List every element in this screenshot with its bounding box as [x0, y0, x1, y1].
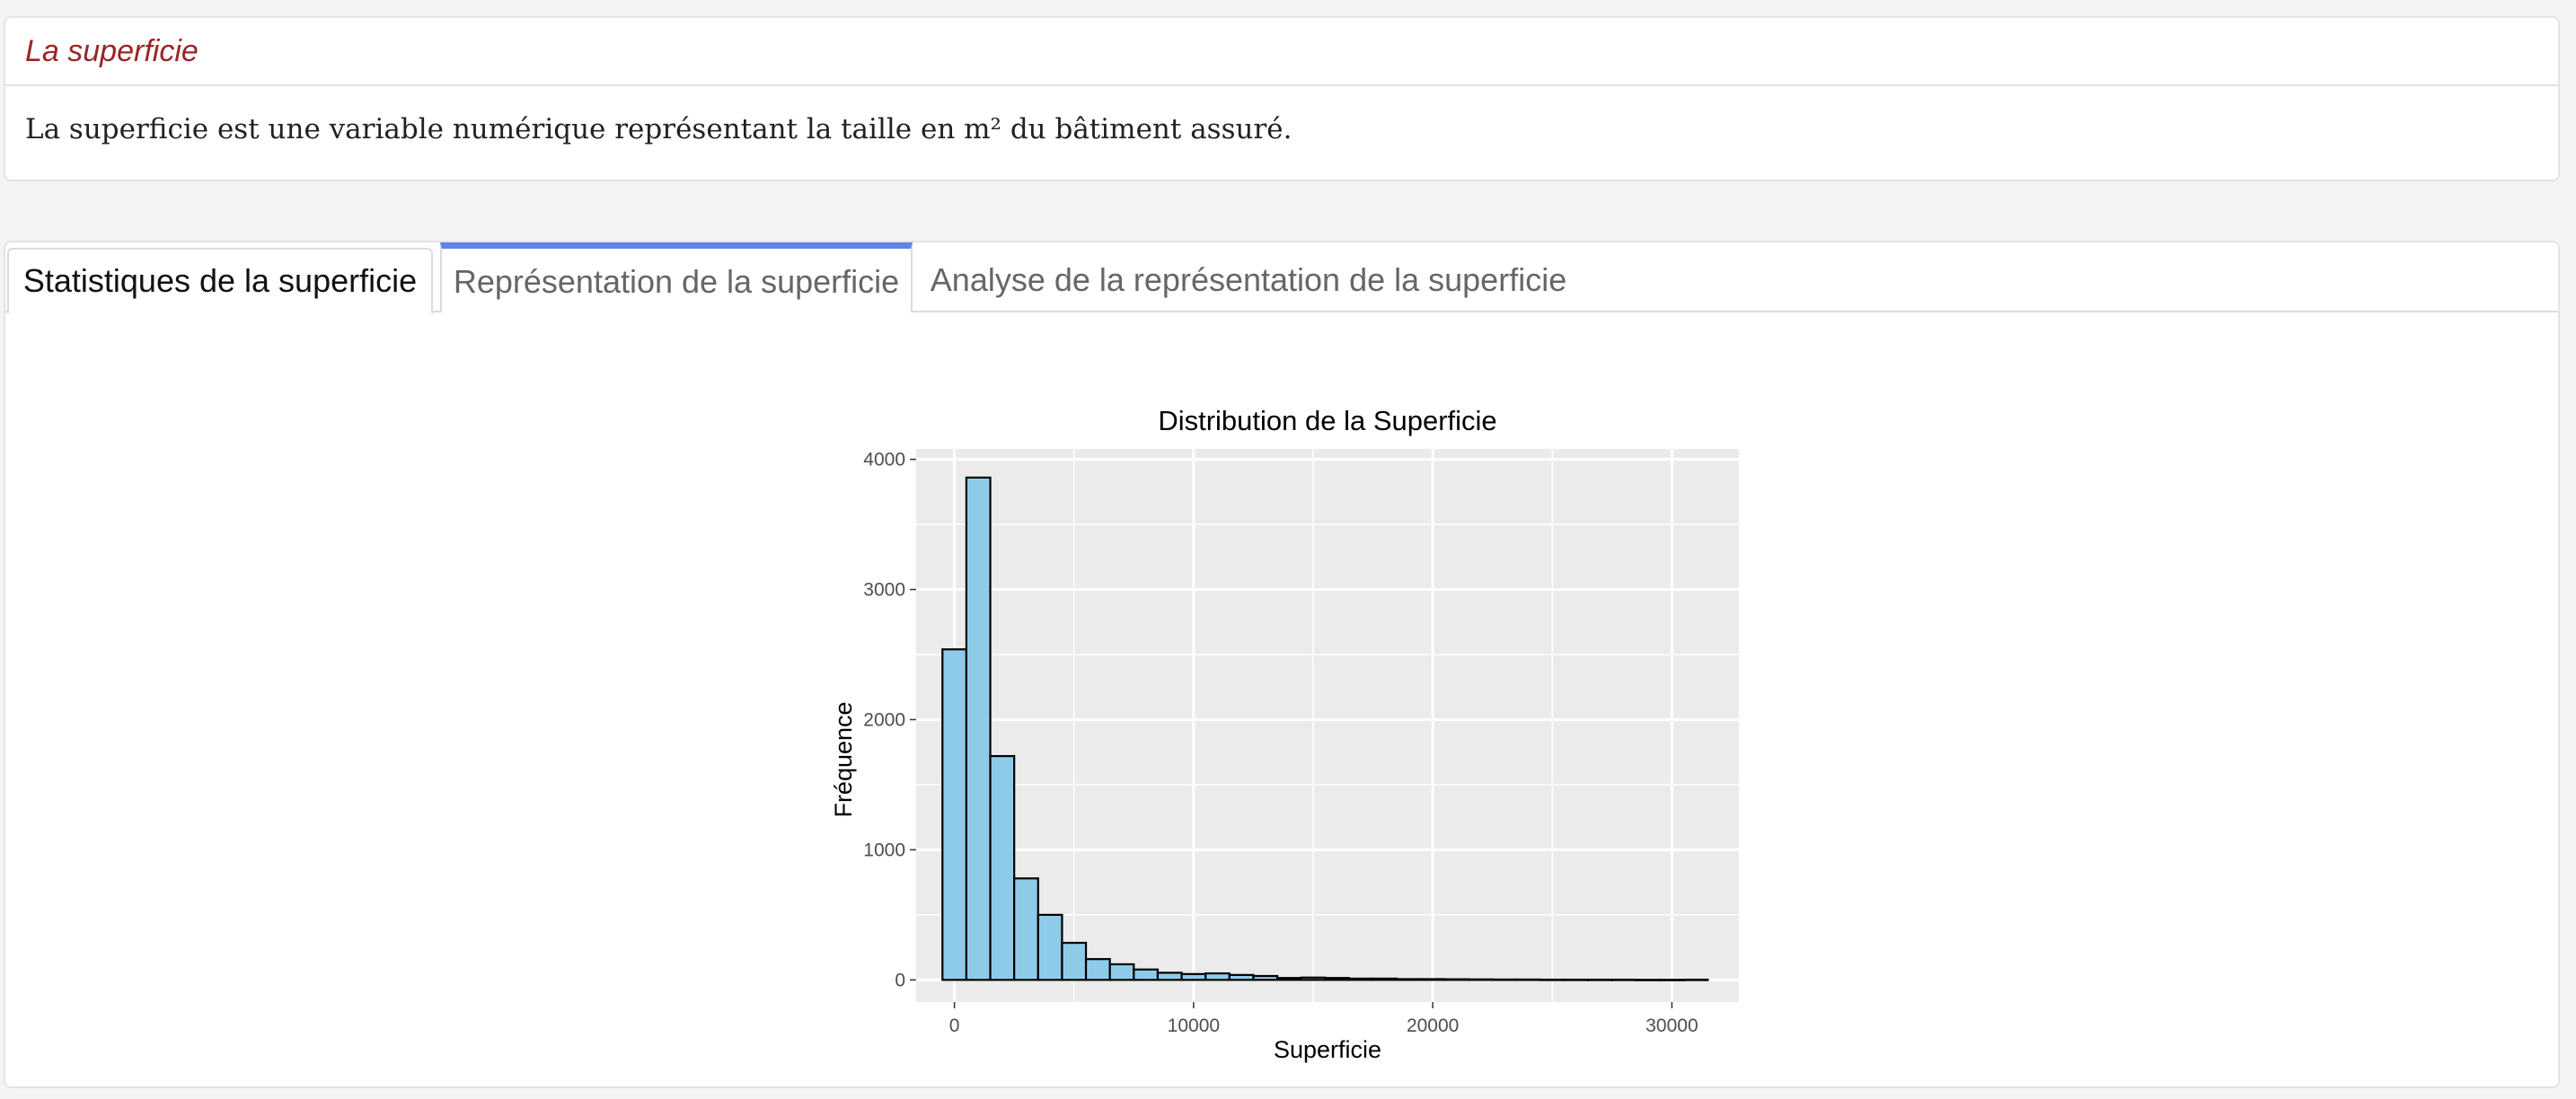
y-tick-label: 1000: [863, 840, 905, 860]
histogram-bar: [1156, 972, 1183, 981]
histogram-svg: Distribution de la Superficie 0 1000 2000 3…: [830, 405, 1739, 1063]
histogram-bar: [1061, 941, 1088, 981]
histogram-bar: [965, 476, 992, 981]
y-tick-label: 3000: [863, 580, 905, 601]
y-tick-label: 0: [895, 970, 905, 990]
histogram-bar: [1419, 978, 1446, 981]
histogram-bars: [941, 476, 1709, 981]
histogram-bar: [1300, 976, 1327, 981]
x-tick-label: 10000: [1168, 1015, 1220, 1036]
histogram-bar: [1037, 913, 1063, 981]
x-axis: 0 10000 20000 30000: [949, 1002, 1698, 1036]
variable-description: La superficie est une variable numérique…: [25, 113, 1292, 145]
tab-statistiques[interactable]: Statistiques de la superficie: [7, 248, 433, 314]
x-tick-label: 20000: [1407, 1015, 1459, 1036]
variable-box-header: La superficie: [5, 18, 2558, 86]
tab-representation[interactable]: Représentation de la superficie: [440, 242, 913, 312]
variable-info-box: La superficie La superficie est une vari…: [4, 16, 2560, 181]
histogram-bar: [1275, 977, 1302, 981]
tab-analyse[interactable]: Analyse de la représentation de la super…: [930, 261, 1567, 298]
histogram-bar: [989, 754, 1016, 981]
histogram-bar: [1228, 973, 1255, 981]
histogram-bar: [1133, 968, 1160, 981]
chart-title: Distribution de la Superficie: [1158, 405, 1496, 436]
variable-title: La superficie: [25, 33, 198, 68]
tab-bar: Statistiques de la superficie Représenta…: [5, 242, 2558, 314]
histogram-bar: [941, 648, 968, 981]
y-axis: 0 1000 2000 3000 4000: [863, 450, 916, 990]
plot-panel: [916, 449, 1739, 1002]
histogram-bar: [1347, 977, 1374, 981]
x-axis-title: Superficie: [1274, 1036, 1381, 1063]
x-tick-label: 30000: [1645, 1015, 1698, 1036]
x-tick-label: 0: [949, 1015, 960, 1036]
histogram-bar: [1252, 974, 1279, 981]
histogram-bar: [1204, 972, 1231, 981]
histogram-bar: [1180, 972, 1207, 981]
histogram-bar: [1108, 963, 1135, 981]
tabbed-panel: Statistiques de la superficie Représenta…: [4, 241, 2560, 1088]
histogram-bar: [1013, 877, 1039, 981]
y-tick-label: 4000: [863, 450, 905, 470]
y-axis-title: Fréquence: [830, 701, 857, 817]
histogram-chart: Distribution de la Superficie 0 1000 2000 3…: [814, 314, 1766, 1090]
histogram-bar: [1396, 978, 1422, 981]
y-tick-label: 2000: [863, 709, 905, 730]
histogram-bar: [1084, 958, 1111, 981]
major-gridlines: [916, 449, 1739, 1002]
histogram-bar: [1372, 977, 1398, 981]
histogram-bar: [1324, 977, 1351, 981]
